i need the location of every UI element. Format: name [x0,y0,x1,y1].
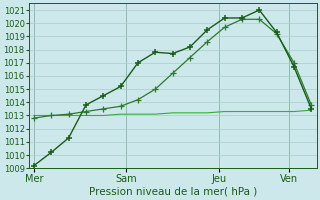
X-axis label: Pression niveau de la mer( hPa ): Pression niveau de la mer( hPa ) [89,187,257,197]
